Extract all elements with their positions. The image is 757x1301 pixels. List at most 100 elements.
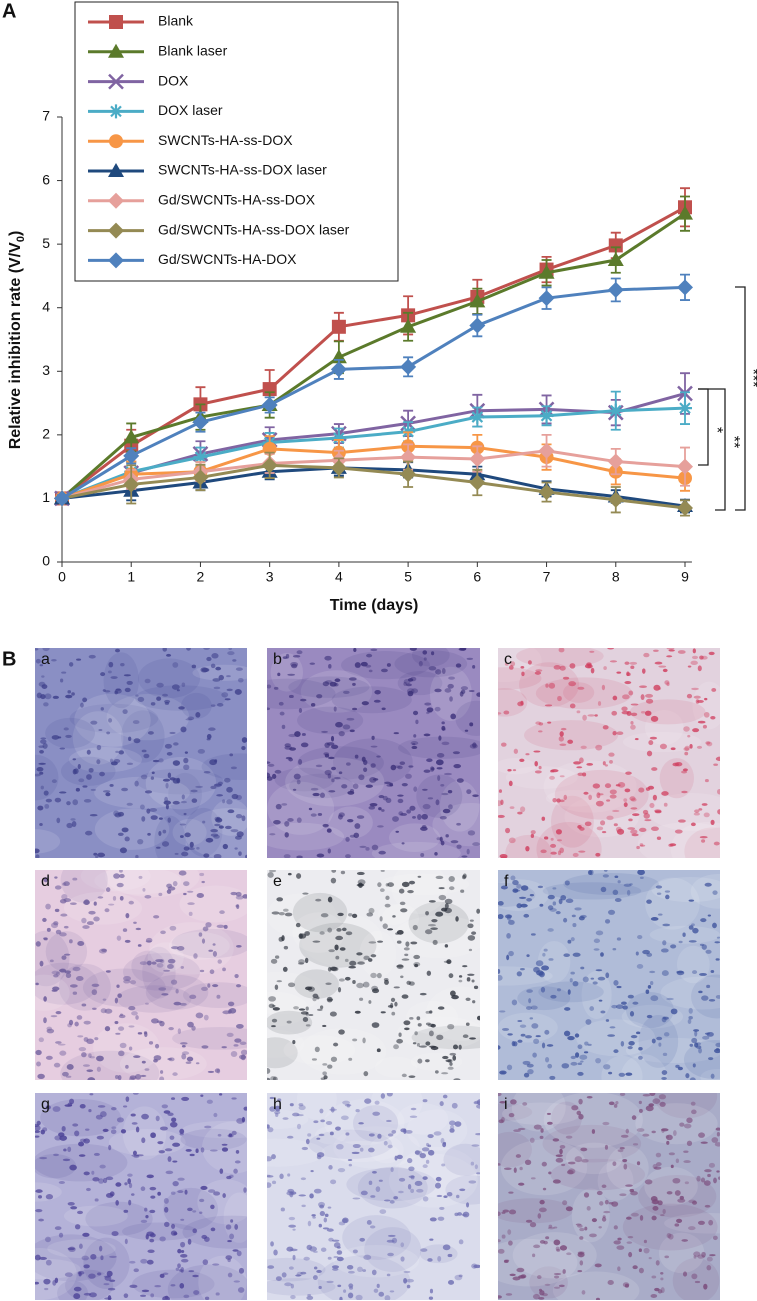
tissue-patch [397,671,443,696]
nucleus [114,1074,119,1080]
nucleus [642,1093,651,1097]
nucleus [319,1210,326,1217]
nucleus [91,983,100,987]
nucleus [217,1133,222,1137]
nucleus [135,694,139,697]
nucleus [144,894,152,899]
nucleus [383,1140,388,1146]
nucleus [152,759,160,763]
nucleus [90,788,96,791]
nucleus [435,759,444,766]
tissue-patch [359,930,397,978]
nucleus [627,1045,633,1050]
nucleus [441,668,446,675]
nucleus [35,848,40,854]
nucleus [423,657,427,661]
nucleus [270,958,278,964]
nucleus [602,874,609,878]
nucleus [161,1104,168,1109]
nucleus [316,694,323,699]
nucleus [634,738,639,741]
nucleus [108,661,114,668]
tissue-patch [392,915,480,959]
nucleus [51,922,59,929]
marker [123,429,140,444]
nucleus [658,1042,662,1047]
nucleus [324,1213,329,1218]
nucleus [678,940,683,944]
nucleus [58,791,67,794]
nucleus [662,1016,669,1020]
tissue-patch [172,1026,247,1050]
nucleus [386,1093,393,1097]
nucleus [173,742,179,746]
nucleus [557,695,562,702]
image-label: d [41,873,50,890]
nucleus [516,883,522,889]
nucleus [686,1117,693,1124]
nucleus [407,1183,412,1190]
nucleus [612,1161,617,1167]
nucleus [629,796,636,801]
tissue-patch [658,1232,705,1274]
nucleus [213,783,222,787]
tissue-patch [416,774,463,819]
nucleus [412,816,416,819]
nucleus [198,932,203,937]
nucleus [274,955,280,959]
nucleus [589,1006,595,1012]
nucleus [331,1239,340,1242]
nucleus [612,809,620,813]
nucleus [559,847,564,854]
tissue-patch [622,1203,718,1251]
nucleus [269,833,276,836]
nucleus [144,1068,150,1071]
nucleus [697,720,706,724]
nucleus [539,1240,546,1244]
marker [607,491,624,508]
nucleus [543,948,548,952]
nucleus [373,1288,379,1293]
nucleus [427,1149,435,1156]
nucleus [335,955,340,960]
nucleus [694,1030,698,1037]
nucleus [73,768,79,774]
nucleus [368,1133,375,1137]
nucleus [562,676,570,680]
x-tick-label: 3 [266,569,274,585]
nucleus [692,970,698,975]
nucleus [639,1215,644,1221]
nucleus [94,1037,99,1041]
tissue-patch [629,699,706,725]
nucleus [621,706,628,712]
nucleus [442,1142,447,1148]
nucleus [224,698,231,701]
nucleus [227,651,235,656]
nucleus [35,982,39,986]
nucleus [282,656,288,660]
nucleus [326,828,332,833]
nucleus [558,1284,565,1288]
nucleus [67,1146,72,1153]
nucleus [233,1168,238,1174]
nucleus [43,702,49,707]
nucleus [591,1129,596,1134]
nucleus [313,1120,319,1124]
nucleus [163,1110,171,1114]
nucleus [626,1241,633,1244]
nucleus [423,769,431,773]
nucleus [624,1283,629,1288]
nucleus [533,750,541,753]
nucleus [188,911,193,916]
nucleus [566,1170,574,1175]
nucleus [400,1128,407,1133]
tissue-patch [297,706,364,735]
tissue-patch [342,1215,411,1260]
nucleus [425,1041,431,1046]
nucleus [713,763,719,766]
nucleus [221,692,229,698]
nucleus [83,1264,90,1269]
nucleus [81,1052,87,1058]
nucleus [236,831,244,838]
nucleus [366,653,373,658]
